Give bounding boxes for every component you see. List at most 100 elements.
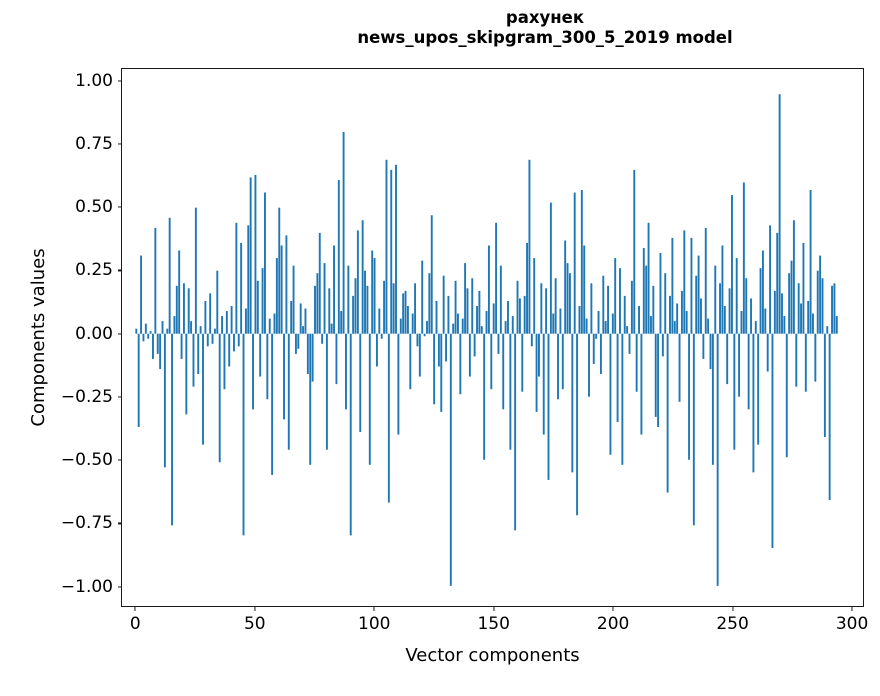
bar <box>321 333 324 344</box>
bar <box>619 268 621 334</box>
bar <box>688 333 691 460</box>
bar <box>609 333 612 455</box>
bar <box>163 333 166 468</box>
y-tick-label: −0.50 <box>60 450 113 471</box>
bar <box>142 333 145 342</box>
bar <box>790 260 793 334</box>
bar <box>509 333 512 450</box>
bar <box>497 333 500 354</box>
y-tick-label: 1.00 <box>75 70 113 91</box>
bar <box>280 245 283 334</box>
bar <box>766 333 769 372</box>
bar <box>233 333 235 352</box>
bar <box>373 258 376 334</box>
bar <box>633 169 636 334</box>
bar <box>707 318 710 334</box>
y-tick-label: 0.50 <box>75 197 113 218</box>
bar <box>294 333 297 354</box>
bar <box>669 295 671 334</box>
bar <box>147 333 150 339</box>
bar <box>692 333 695 526</box>
bar <box>671 237 674 334</box>
bar <box>471 278 474 334</box>
bar <box>778 94 781 334</box>
bar <box>602 275 605 334</box>
bar <box>542 333 545 435</box>
bar <box>216 270 219 334</box>
bar <box>821 278 824 334</box>
bar <box>433 333 436 405</box>
bar <box>240 242 243 334</box>
bar <box>421 260 424 334</box>
bar <box>709 333 712 370</box>
bar <box>576 333 579 516</box>
bar <box>187 288 190 334</box>
bar <box>683 230 686 334</box>
bar <box>299 303 302 334</box>
bar <box>690 237 693 334</box>
bar <box>204 300 207 334</box>
x-tick-mark <box>851 606 853 611</box>
bar <box>144 323 147 334</box>
bar <box>573 192 576 334</box>
bar <box>733 333 736 450</box>
bar <box>495 222 498 334</box>
bar <box>819 255 822 334</box>
bar <box>800 303 803 334</box>
bar <box>507 300 509 334</box>
bar <box>330 323 333 334</box>
bar <box>287 333 290 450</box>
bar <box>607 285 610 334</box>
bar <box>599 333 602 375</box>
bar <box>268 318 271 334</box>
bar <box>552 313 555 334</box>
bar <box>654 333 657 417</box>
bar <box>478 290 481 334</box>
bar <box>383 280 386 334</box>
bar <box>304 308 307 334</box>
bar <box>740 311 743 334</box>
bar <box>652 285 655 334</box>
bar <box>335 333 338 385</box>
bar <box>261 268 264 334</box>
bar <box>676 303 679 334</box>
bar <box>273 313 276 334</box>
x-tick-mark <box>732 606 734 611</box>
bar <box>628 333 631 354</box>
bar <box>711 333 714 465</box>
bar <box>247 225 250 334</box>
x-tick-label: 250 <box>716 614 749 634</box>
bar <box>285 235 288 334</box>
bar <box>661 333 664 357</box>
bar <box>590 283 593 334</box>
x-tick-mark <box>612 606 614 611</box>
bar <box>583 245 586 334</box>
bar <box>166 328 169 334</box>
bar <box>137 333 140 427</box>
bar <box>480 326 483 334</box>
bar <box>747 333 750 410</box>
bar <box>175 285 178 334</box>
y-axis-label: Components values <box>28 248 49 427</box>
bar <box>356 230 359 334</box>
bar <box>659 253 662 334</box>
bar <box>375 333 378 367</box>
bar <box>528 159 531 334</box>
bar <box>578 305 581 334</box>
bar <box>557 333 559 400</box>
bar <box>437 333 440 367</box>
bar <box>156 333 159 354</box>
bar <box>635 333 638 392</box>
y-tick-label: 0.25 <box>75 260 113 281</box>
bar <box>516 280 519 334</box>
bar <box>807 300 810 334</box>
bar <box>449 333 452 586</box>
x-tick-label: 50 <box>243 614 266 634</box>
bar <box>387 333 390 503</box>
bar <box>252 333 254 410</box>
bar <box>547 333 550 480</box>
bar <box>461 318 464 334</box>
bar <box>347 265 350 334</box>
bar <box>623 295 626 334</box>
